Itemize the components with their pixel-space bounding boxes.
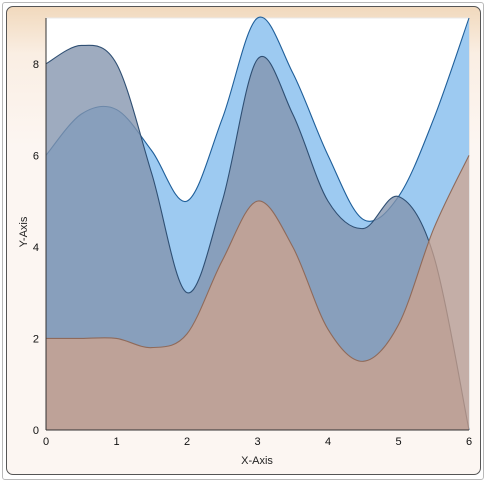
- axes: [45, 18, 469, 431]
- x-tick-label: 5: [395, 436, 401, 448]
- x-tick-labels: 0 1 2 3 4 5 6: [43, 436, 472, 448]
- x-tick-label: 4: [325, 436, 331, 448]
- x-tick-label: 2: [184, 436, 190, 448]
- x-tick-label: 0: [43, 436, 49, 448]
- y-tick-label: 4: [33, 242, 39, 254]
- y-tick-label: 6: [33, 150, 39, 162]
- x-tick-label: 6: [466, 436, 472, 448]
- y-tick-labels: 0 2 4 6 8: [33, 59, 39, 437]
- y-tick-label: 8: [33, 59, 39, 71]
- y-tick-label: 2: [33, 333, 39, 345]
- x-tick-label: 1: [113, 436, 119, 448]
- x-tick-label: 3: [254, 436, 260, 448]
- area-line-3: [45, 44, 470, 431]
- area-line-4: [46, 155, 470, 362]
- x-axis-title: X-Axis: [241, 455, 273, 467]
- y-axis-title: Y-Axis: [18, 216, 30, 247]
- y-tick-label: 0: [33, 425, 39, 437]
- area-series: [45, 16, 470, 431]
